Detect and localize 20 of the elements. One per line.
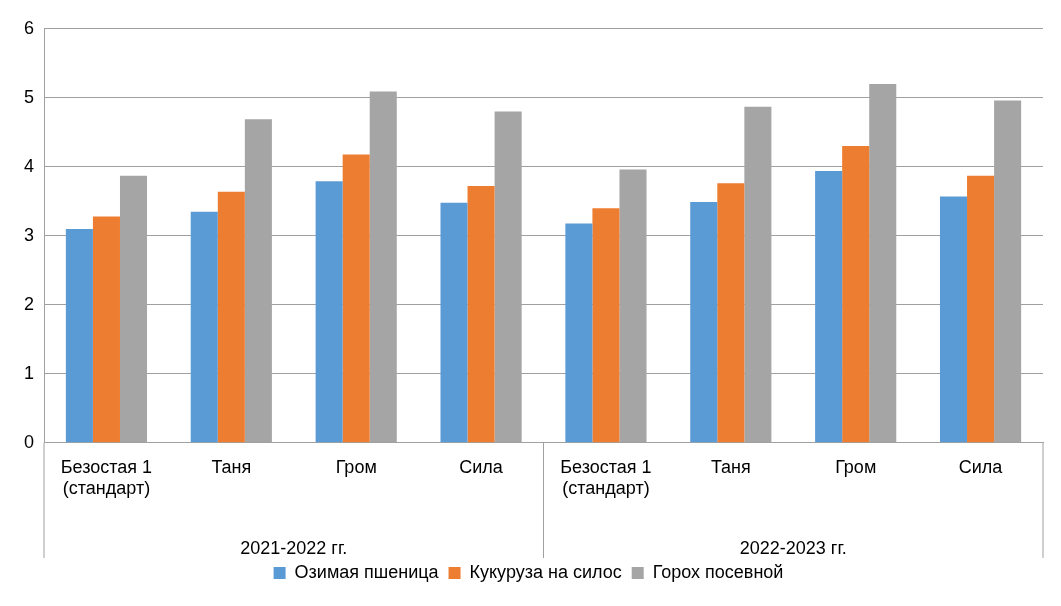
- x-tick-label: Гром: [835, 456, 877, 477]
- y-tick-label: 1: [24, 362, 35, 383]
- text: 2021-2022 гг.: [240, 537, 348, 558]
- x-tick-label: Сила: [958, 456, 1004, 477]
- x-tick-label: Сила: [459, 456, 504, 477]
- y-tick-label: 5: [24, 86, 35, 107]
- y-tick-label: 3: [24, 224, 35, 245]
- legend-label: Горох посевной: [652, 561, 784, 582]
- y-tick-label: 2: [24, 293, 35, 314]
- y-tick-label: 6: [24, 17, 35, 38]
- y-tick-label: 0: [24, 431, 35, 452]
- x-tick-label: Таня: [710, 456, 751, 477]
- x-tick-label: Таня: [211, 456, 252, 477]
- y-tick-label: 4: [24, 155, 35, 176]
- x-tick-label: Безостая 1 (стандарт): [60, 456, 153, 499]
- x-tick-label: Безостая 1 (стандарт): [560, 456, 652, 499]
- legend-label: Озимая пшеница: [294, 561, 440, 582]
- legend-label: Кукуруза на силос: [469, 561, 622, 582]
- x-tick-label: Гром: [335, 456, 377, 477]
- text: 2022-2023 гг.: [739, 537, 847, 558]
